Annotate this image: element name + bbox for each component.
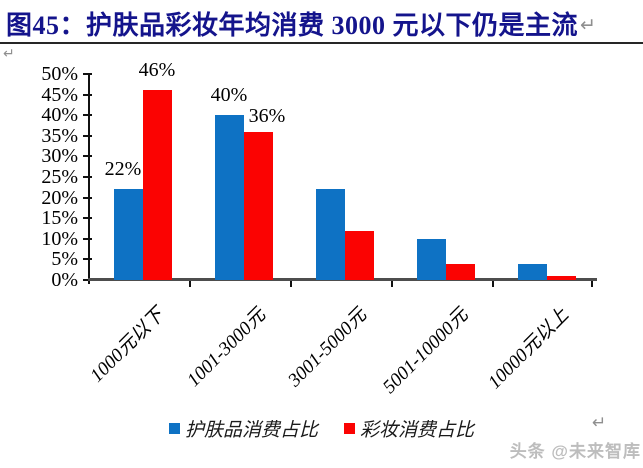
y-axis-label: 35%: [41, 124, 78, 147]
y-axis-label: 30%: [41, 145, 78, 168]
legend-label: 彩妆消费占比: [360, 419, 475, 441]
x-axis-tick: [492, 281, 494, 287]
bar-makeup: [243, 131, 273, 280]
y-axis-tick: [83, 279, 92, 281]
bar-makeup: [344, 230, 374, 280]
y-axis-label: 25%: [41, 166, 78, 188]
paragraph-mark-icon: ↵: [580, 14, 597, 36]
y-axis-tick: [83, 155, 92, 158]
y-axis-label: 50%: [41, 63, 78, 85]
bar-makeup: [142, 90, 172, 280]
bar-value-label: 36%: [248, 104, 286, 127]
bar-makeup: [445, 263, 475, 280]
x-axis-tick: [591, 281, 593, 287]
y-axis-tick: [83, 93, 92, 96]
bar-value-label: 46%: [138, 59, 176, 82]
paragraph-mark-icon: ↵: [3, 46, 15, 62]
y-axis-tick: [83, 258, 92, 261]
y-axis-tick: [83, 176, 92, 178]
bar-skincare: [214, 115, 244, 280]
y-axis-label: 20%: [41, 186, 78, 209]
bar-makeup: [546, 275, 576, 280]
y-axis-label: 40%: [41, 104, 78, 127]
y-axis-tick: [83, 217, 92, 220]
legend-item-skincare: 护肤品消费占比: [168, 415, 318, 442]
y-axis-label: 5%: [51, 248, 78, 271]
x-axis-tick: [189, 281, 191, 287]
y-axis-tick: [83, 73, 92, 75]
x-axis-category-label: 5001-10000元: [378, 304, 472, 398]
x-axis-category-label: 10000元以上: [484, 304, 573, 394]
y-axis-label: 10%: [41, 227, 78, 250]
y-axis-tick: [83, 196, 92, 199]
legend-label: 护肤品消费占比: [184, 419, 318, 441]
title-underline: [0, 42, 643, 44]
paragraph-mark-icon: ↵: [592, 413, 607, 433]
figure-title-text: 图45：护肤品彩妆年均消费 3000 元以下仍是主流: [6, 11, 579, 40]
y-axis-tick: [83, 114, 92, 117]
legend-swatch-icon: [344, 422, 355, 434]
x-axis-category-label: 3001-5000元: [284, 304, 371, 392]
y-axis-label: 15%: [41, 207, 78, 230]
y-axis-tick: [83, 134, 92, 137]
bar-skincare: [517, 263, 547, 280]
x-axis-tick: [290, 281, 292, 287]
y-axis-label: 0%: [51, 269, 78, 291]
legend-swatch-icon: [168, 422, 180, 434]
figure-title: 图45：护肤品彩妆年均消费 3000 元以下仍是主流 ↵: [6, 5, 596, 42]
x-axis-category-label: 1000元以下: [86, 304, 169, 387]
bar-value-label: 22%: [104, 158, 142, 181]
bar-skincare: [113, 189, 143, 280]
watermark: 头条 @未来智库: [509, 442, 641, 461]
x-axis-tick: [391, 281, 393, 287]
bar-skincare: [416, 238, 446, 280]
y-axis-label: 45%: [41, 83, 78, 106]
legend-item-makeup: 彩妆消费占比: [344, 415, 474, 442]
bar-skincare: [315, 189, 345, 280]
x-axis-category-label: 1001-3000元: [183, 304, 270, 392]
y-axis-tick: [83, 237, 92, 240]
y-axis-line: [88, 73, 90, 284]
bar-value-label: 40%: [210, 84, 248, 107]
chart-legend: 护肤品消费占比 彩妆消费占比: [0, 415, 643, 442]
